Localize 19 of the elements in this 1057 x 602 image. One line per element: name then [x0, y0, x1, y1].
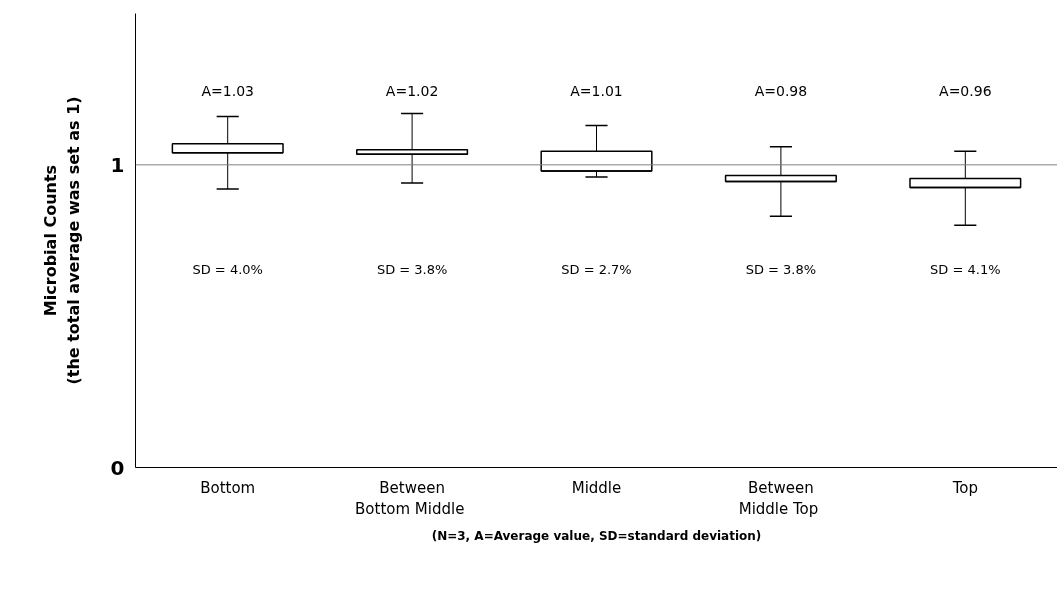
x-tick-label: Between Middle Top	[738, 478, 819, 519]
annotation: A=0.98	[754, 82, 808, 99]
annotation: SD = 2.7%	[561, 261, 632, 277]
annotation: SD = 3.8%	[745, 261, 817, 277]
text: (N=3, A=Average value, SD=standard deviation)	[431, 528, 762, 543]
annotation: A=1.02	[385, 82, 439, 99]
x-tick-label: Between Bottom Middle	[355, 478, 465, 519]
x-tick-label: Bottom	[200, 478, 256, 497]
annotation: SD = 3.8%	[376, 261, 448, 277]
x-tick-label: Middle	[571, 478, 622, 497]
y-axis-title: Microbial Counts (the total average was set as 1)	[40, 96, 83, 385]
annotation: A=1.01	[570, 82, 623, 99]
annotation: A=0.96	[939, 82, 992, 99]
y-tick-label: 0	[110, 455, 125, 480]
x-tick-label: Top	[951, 478, 978, 497]
annotation: A=1.03	[201, 82, 254, 99]
y-tick-label: 1	[110, 152, 125, 177]
annotation: SD = 4.1%	[930, 261, 1001, 277]
annotation: SD = 4.0%	[192, 261, 263, 277]
